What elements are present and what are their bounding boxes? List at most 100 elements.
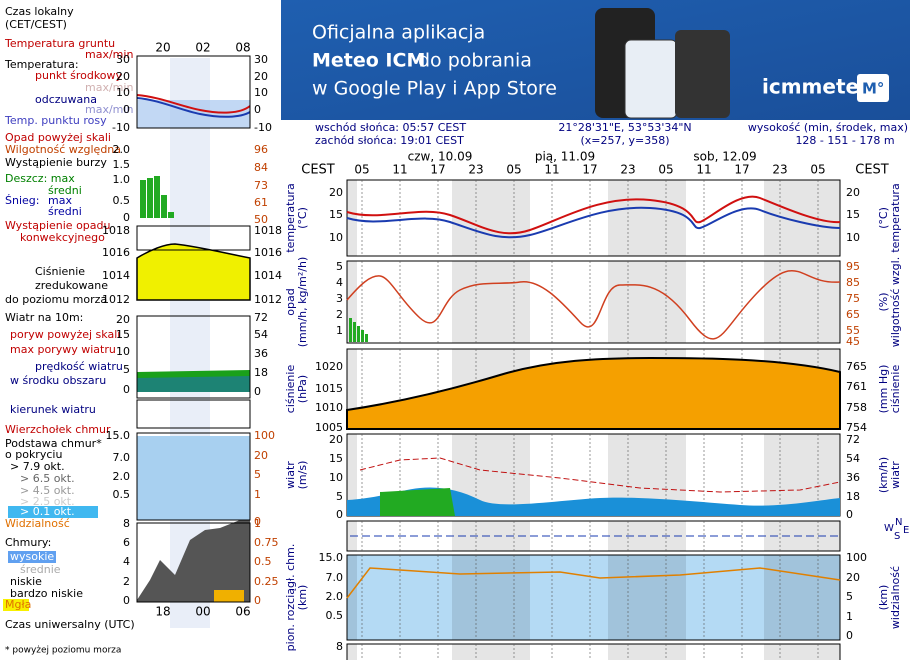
hour-label: 17 — [430, 163, 445, 177]
legend-item: o pokryciu — [5, 448, 62, 461]
y2-tick-label: 50 — [254, 213, 268, 226]
night-band — [452, 261, 530, 343]
bar — [161, 195, 167, 218]
y2-tick-label: 85 — [846, 276, 860, 289]
y-tick-label: 1014 — [102, 269, 130, 282]
y2-tick-label: 758 — [846, 401, 867, 414]
night-band — [764, 555, 840, 640]
y2-tick-label: 0.5 — [254, 555, 272, 568]
bar — [147, 178, 153, 218]
legend-item: max/min — [85, 48, 133, 61]
y2-tick-label: 1014 — [254, 269, 282, 282]
hour-label: 00 — [195, 605, 210, 619]
wind-area — [380, 488, 455, 516]
banner-line2: do pobrania — [418, 50, 532, 72]
compass-letter: E — [903, 525, 909, 536]
y2-tick-label: 0 — [846, 508, 853, 521]
y2-tick-label: 1012 — [254, 293, 282, 306]
hour-label: 05 — [506, 163, 521, 177]
y2-tick-label: 100 — [846, 551, 867, 564]
y-tick-label: 1 — [336, 324, 343, 337]
axis-label: wilgotność wzgl. — [889, 257, 902, 347]
hour-label: 08 — [235, 41, 250, 55]
bar — [154, 176, 160, 218]
night-band — [347, 555, 357, 640]
plots — [136, 58, 251, 628]
precip-bar — [357, 326, 360, 342]
axis-label: (km/h) — [877, 457, 890, 493]
y2-tick-label: -10 — [254, 121, 272, 134]
hour-label: 11 — [544, 163, 559, 177]
legend-item: max — [48, 194, 72, 207]
axis-label: temperatura — [284, 183, 297, 252]
legend-item: > 6.5 okt. — [20, 472, 75, 485]
y-tick-label: 1.0 — [113, 173, 131, 186]
y2-tick-label: 1016 — [254, 246, 282, 259]
y-tick-label: 15 — [329, 452, 343, 465]
curve — [136, 97, 251, 118]
legend-item: punkt środkowy — [35, 69, 123, 82]
legend-item: Wierzchołek chmur — [5, 423, 111, 436]
y-tick-label: 15.0 — [319, 551, 344, 564]
mini-panel — [136, 432, 251, 521]
y2-tick-label: 20 — [846, 571, 860, 584]
y2-tick-label: 30 — [254, 53, 268, 66]
y-tick-label: 1018 — [102, 224, 130, 237]
y-tick-label: 10 — [116, 86, 130, 99]
legend-item: max/min — [85, 81, 133, 94]
y2-tick-label: 10 — [846, 231, 860, 244]
y2-tick-label: 0 — [254, 385, 261, 398]
legend-item: > 4.5 okt. — [20, 484, 75, 497]
y2-tick-label: 100 — [254, 429, 275, 442]
y-tick-label: 1010 — [315, 401, 343, 414]
hour-label: 05 — [810, 163, 825, 177]
y-tick-label: 2.0 — [326, 590, 344, 603]
y-tick-label: 1.5 — [113, 158, 131, 171]
y2-tick-label: 1 — [254, 517, 261, 530]
y-tick-label: 15 — [329, 208, 343, 221]
zone: CEST — [855, 163, 889, 178]
bar — [168, 212, 174, 218]
y-tick-label: 2 — [336, 308, 343, 321]
bar — [140, 180, 146, 218]
legend-item: * powyżej poziomu morza — [5, 646, 121, 656]
axis-label: pion. rozciągł. chm. — [284, 544, 297, 652]
y-tick-label: 4 — [123, 555, 130, 568]
night-band — [452, 555, 530, 640]
hour-label: 05 — [658, 163, 673, 177]
y-tick-label: 5 — [336, 260, 343, 273]
legend-item: Wilgotność względna — [5, 143, 121, 156]
legend-item: > 2.5 okt. — [20, 495, 75, 508]
compass-letter: N — [895, 517, 902, 528]
y-tick-label: 20 — [116, 70, 130, 83]
legend-item: średni — [48, 184, 82, 197]
y2-tick-label: 1018 — [254, 224, 282, 237]
legend-item: Mgła — [5, 598, 31, 611]
night-band — [608, 180, 686, 256]
legend-item: konwekcyjnego — [20, 231, 105, 244]
axis-label: widzialność — [889, 566, 902, 629]
y2-tick-label: 36 — [254, 347, 268, 360]
legend-item: Opad powyżej skali — [5, 131, 111, 144]
legend-item: poryw powyżej skali — [10, 328, 120, 341]
legend-item: Podstawa chmur* — [5, 437, 102, 450]
axis-label: opad — [284, 288, 297, 315]
y-tick-label: 0.5 — [113, 194, 131, 207]
hour-label: 11 — [696, 163, 711, 177]
precip-bar — [365, 334, 368, 342]
temp-curve — [346, 195, 841, 235]
legend-item: (CET/CEST) — [5, 18, 67, 31]
legend-item: Wystąpienie burzy — [5, 156, 107, 169]
y2-tick-label: 0.25 — [254, 575, 279, 588]
y2-tick-label: 1 — [254, 488, 261, 501]
humidity-curve — [346, 270, 841, 340]
y2-tick-label: 754 — [846, 421, 867, 434]
mini-panel — [136, 55, 251, 129]
y-tick-label: -10 — [112, 121, 130, 134]
y-tick-label: 6 — [123, 536, 130, 549]
legend-item: max porywy wiatru — [10, 343, 116, 356]
hour-label: 11 — [392, 163, 407, 177]
y-tick-label: 15 — [116, 328, 130, 341]
y-tick-label: 2.0 — [113, 143, 131, 156]
y-tick-label: 10 — [329, 471, 343, 484]
